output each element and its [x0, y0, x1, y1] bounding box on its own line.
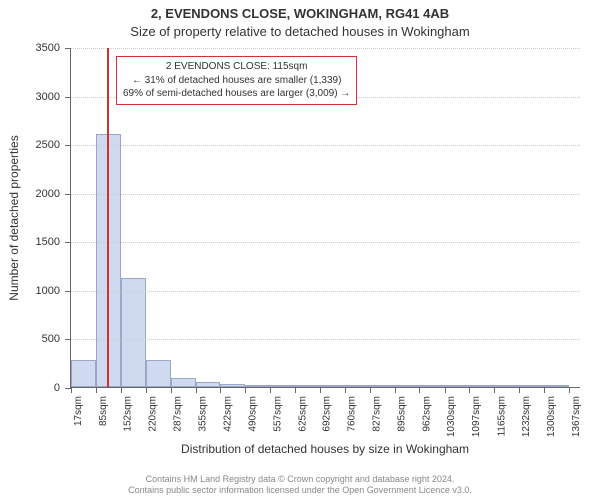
histogram-bar: [196, 382, 221, 387]
gridline: [71, 48, 580, 49]
x-tick-label: 692sqm: [322, 396, 333, 432]
annotation-line: 69% of semi-detached houses are larger (…: [123, 87, 350, 101]
y-tick-label: 1000: [0, 285, 60, 297]
x-tick-label: 17sqm: [73, 396, 84, 426]
gridline: [71, 339, 580, 340]
histogram-bar: [295, 385, 320, 387]
chart-title-line1: 2, EVENDONS CLOSE, WOKINGHAM, RG41 4AB: [0, 6, 600, 21]
x-tick-label: 625sqm: [297, 396, 308, 432]
y-tick: [65, 194, 71, 195]
histogram-bar: [370, 385, 395, 387]
x-tick-label: 962sqm: [421, 396, 432, 432]
gridline: [71, 194, 580, 195]
x-tick-label: 557sqm: [272, 396, 283, 432]
x-tick-label: 287sqm: [173, 396, 184, 432]
y-tick: [65, 97, 71, 98]
annotation-line: ← 31% of detached houses are smaller (1,…: [123, 74, 350, 88]
x-axis-title: Distribution of detached houses by size …: [70, 442, 580, 456]
chart-title-line2: Size of property relative to detached ho…: [0, 24, 600, 39]
x-tick-label: 355sqm: [198, 396, 209, 432]
footer-line2: Contains public sector information licen…: [0, 485, 600, 496]
histogram-bar: [320, 385, 345, 387]
x-tick-labels: 17sqm 85sqm 152sqm 220sqm 287sqm 355sqm 422sqm…: [70, 388, 580, 448]
histogram-bar: [419, 385, 444, 387]
y-tick-labels: 0500100015002000250030003500: [0, 48, 64, 388]
chart-container: 2, EVENDONS CLOSE, WOKINGHAM, RG41 4AB S…: [0, 0, 600, 500]
y-tick-label: 0: [0, 382, 60, 394]
gridline: [71, 145, 580, 146]
footer-line1: Contains HM Land Registry data © Crown c…: [0, 474, 600, 485]
y-tick: [65, 145, 71, 146]
x-tick-label: 152sqm: [123, 396, 134, 432]
x-tick-label: 422sqm: [222, 396, 233, 432]
y-tick: [65, 242, 71, 243]
x-tick-label: 1097sqm: [471, 396, 482, 437]
x-tick-label: 1030sqm: [447, 396, 458, 437]
x-tick-label: 895sqm: [397, 396, 408, 432]
x-tick-label: 760sqm: [347, 396, 358, 432]
gridline: [71, 291, 580, 292]
histogram-bar: [445, 385, 470, 387]
x-tick-label: 490sqm: [247, 396, 258, 432]
gridline: [71, 242, 580, 243]
marker-line: [107, 48, 109, 387]
y-tick-label: 1500: [0, 236, 60, 248]
footer-attribution: Contains HM Land Registry data © Crown c…: [0, 474, 600, 497]
histogram-bar: [270, 385, 295, 387]
x-tick-label: 827sqm: [372, 396, 383, 432]
histogram-bar: [494, 385, 519, 387]
x-tick-label: 220sqm: [148, 396, 159, 432]
y-tick-label: 500: [0, 333, 60, 345]
x-tick-label: 1165sqm: [496, 396, 507, 436]
annotation-line: 2 EVENDONS CLOSE: 115sqm: [123, 60, 350, 74]
histogram-bar: [171, 378, 196, 387]
x-tick-label: 85sqm: [98, 396, 109, 426]
y-tick-label: 3000: [0, 91, 60, 103]
annotation-box: 2 EVENDONS CLOSE: 115sqm← 31% of detache…: [116, 56, 357, 105]
histogram-bar: [544, 385, 569, 387]
x-tick-label: 1232sqm: [521, 396, 532, 437]
x-tick-label: 1367sqm: [571, 396, 582, 437]
x-tick-label: 1300sqm: [546, 396, 557, 437]
y-tick-label: 3500: [0, 42, 60, 54]
histogram-bar: [469, 385, 494, 387]
histogram-bar: [121, 278, 146, 387]
histogram-bar: [71, 360, 96, 387]
y-tick: [65, 339, 71, 340]
histogram-bar: [146, 360, 171, 387]
histogram-bar: [395, 385, 420, 387]
y-tick: [65, 291, 71, 292]
y-tick-label: 2000: [0, 188, 60, 200]
histogram-bar: [345, 385, 370, 387]
histogram-bar: [220, 384, 245, 387]
histogram-bar: [245, 385, 270, 387]
y-tick-label: 2500: [0, 139, 60, 151]
plot-area: 2 EVENDONS CLOSE: 115sqm← 31% of detache…: [70, 48, 580, 388]
histogram-bar: [519, 385, 544, 387]
y-tick: [65, 48, 71, 49]
